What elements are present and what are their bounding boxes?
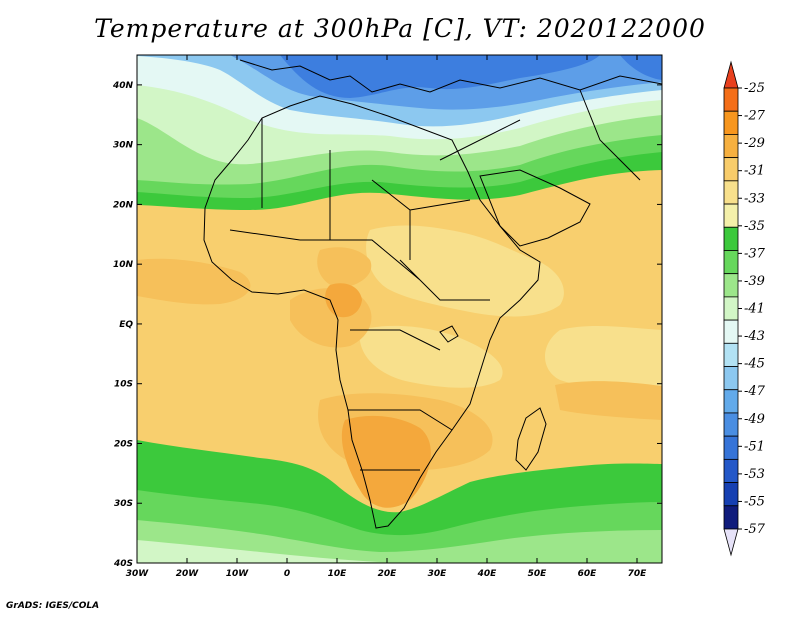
field-band-hot-south <box>341 415 431 508</box>
colorbar-swatch <box>723 134 739 159</box>
colorbar-swatch <box>723 87 739 112</box>
colorbar-swatch <box>723 180 739 205</box>
lon-tick-label: 10W <box>226 569 250 579</box>
lon-tick-label: 70E <box>628 569 648 579</box>
colorbar-label: -45 <box>744 357 765 372</box>
field-band-lightgreen-south <box>137 520 662 563</box>
colorbar-swatch <box>723 342 739 367</box>
lat-tick-label: 20N <box>113 200 134 210</box>
colorbar-label: -57 <box>744 522 766 537</box>
lat-tick-label: 30N <box>113 141 134 151</box>
footer-credit: GrADS: IGES/COLA <box>6 601 100 611</box>
colorbar-swatch <box>723 482 739 507</box>
field-band-cream-3 <box>545 325 662 400</box>
colorbar-label: -29 <box>744 136 765 151</box>
lon-tick-label: 30W <box>126 569 150 579</box>
chart-title: Temperature at 300hPa [C], VT: 202012200… <box>94 14 706 43</box>
colorbar-swatch <box>723 389 739 414</box>
lat-tick-label: 40N <box>112 81 134 91</box>
colorbar-label: -39 <box>744 274 765 289</box>
colorbar-label: -49 <box>744 412 765 427</box>
colorbar-swatch <box>723 458 739 483</box>
colorbar-label: -25 <box>744 81 765 96</box>
lon-tick-label: 0 <box>284 569 290 579</box>
colorbar-label: -37 <box>744 246 766 261</box>
colorbar-bottom-arrow <box>723 528 739 557</box>
colorbar-label: -35 <box>744 219 765 234</box>
lon-tick-label: 50E <box>528 569 548 579</box>
colorbar-label: -27 <box>744 109 766 124</box>
africa-coastline <box>203 95 541 529</box>
field-band-warm-4 <box>317 247 372 288</box>
temperature-field <box>137 55 662 563</box>
field-band-pale-south <box>137 540 380 563</box>
colorbar-top-arrow <box>723 60 739 89</box>
coastlines <box>203 59 662 529</box>
colorbar-label: -53 <box>744 467 765 482</box>
internal-borders <box>229 89 641 471</box>
lat-tick-label: 10N <box>113 260 134 270</box>
field-band-warm-west <box>137 258 251 305</box>
colorbar-swatch <box>723 250 739 275</box>
colorbar: -25 -27 -29 -31 -33 -35 -37 -39 -41 -43 -45 -47 -49 -… <box>723 60 766 557</box>
field-band-cream-2 <box>359 325 503 388</box>
lon-tick-label: 40E <box>477 569 498 579</box>
lake-victoria <box>439 325 459 343</box>
field-band-polar-north-2 <box>620 55 662 80</box>
lon-tick-label: 30E <box>428 569 448 579</box>
plot-frame <box>136 54 663 564</box>
colorbar-swatch <box>723 157 739 182</box>
lat-tick-label: 30S <box>114 499 133 509</box>
colorbar-swatch <box>723 435 739 460</box>
colorbar-label: -55 <box>744 494 765 509</box>
axis-ticks: 30W 20W 10W 0 10E 20E 30E 40E 50E 60E 70E 40N 30N 20N… <box>112 55 662 579</box>
colorbar-label: -43 <box>744 329 765 344</box>
lon-tick-label: 10E <box>328 569 348 579</box>
lat-tick-label: 20S <box>114 439 133 449</box>
field-band-polar-north <box>280 55 600 98</box>
colorbar-swatch <box>723 203 739 228</box>
colorbar-label: -41 <box>744 302 765 317</box>
colorbar-label: -33 <box>744 191 765 206</box>
lon-tick-label: 60E <box>578 569 598 579</box>
colorbar-swatch <box>723 319 739 344</box>
lat-tick-label: 40S <box>113 559 133 569</box>
colorbar-swatch <box>723 273 739 298</box>
colorbar-label: -31 <box>744 164 765 179</box>
colorbar-swatch <box>723 110 739 135</box>
colorbar-label: -47 <box>744 384 766 399</box>
field-band-warm-3 <box>555 381 662 420</box>
lat-tick-label: EQ <box>119 320 133 330</box>
madagascar <box>515 407 547 471</box>
lon-tick-label: 20E <box>378 569 398 579</box>
field-band-hot-west <box>325 283 362 318</box>
lat-tick-label: 10S <box>114 380 133 390</box>
colorbar-swatch <box>723 226 739 251</box>
colorbar-label: -51 <box>744 439 765 454</box>
arabian-peninsula <box>479 169 591 247</box>
southern-europe <box>239 59 662 93</box>
field-band-cream-1 <box>366 225 564 317</box>
colorbar-swatch <box>723 505 739 530</box>
colorbar-swatch <box>723 412 739 437</box>
lon-tick-label: 20W <box>176 569 200 579</box>
colorbar-swatch <box>723 296 739 321</box>
colorbar-swatch <box>723 366 739 391</box>
